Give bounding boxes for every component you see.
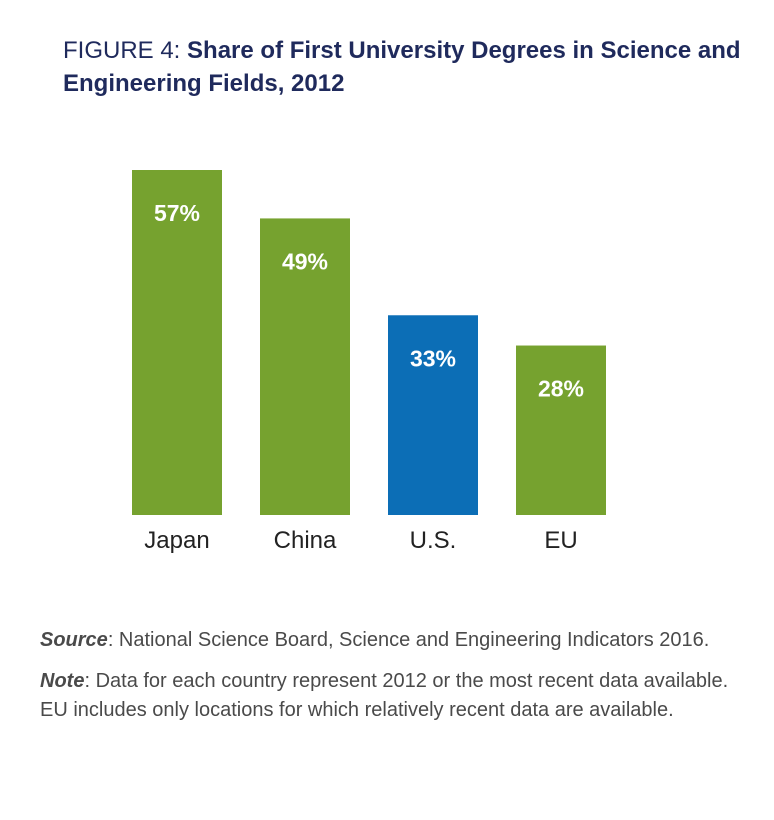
- note-lead: Note: [40, 670, 85, 692]
- bar-eu: [516, 345, 606, 515]
- category-label-china: China: [274, 527, 337, 554]
- value-label-us: 33%: [410, 345, 456, 371]
- value-label-china: 49%: [282, 248, 328, 274]
- category-label-eu: EU: [544, 527, 577, 554]
- category-label-us: U.S.: [410, 527, 457, 554]
- figure-title: FIGURE 4: Share of First University Degr…: [63, 34, 743, 100]
- note-text: : Data for each country represent 2012 o…: [40, 670, 729, 721]
- value-label-eu: 28%: [538, 376, 584, 402]
- category-label-japan: Japan: [144, 527, 209, 554]
- source-lead: Source: [40, 629, 108, 651]
- bar-chart: 57% Japan 49% China 33% U.S. 28% EU: [132, 170, 606, 554]
- note: Note: Data for each country represent 20…: [40, 667, 740, 725]
- figure-heading: Share of First University Degrees in Sci…: [63, 37, 741, 97]
- value-label-japan: 57%: [154, 200, 200, 226]
- bar-japan: [132, 170, 222, 515]
- footnotes: Source: National Science Board, Science …: [40, 626, 740, 737]
- source-text: : National Science Board, Science and En…: [107, 629, 710, 651]
- bar-china: [260, 218, 350, 515]
- bar-us: [388, 315, 478, 515]
- figure-label: FIGURE 4:: [63, 37, 188, 64]
- source-note: Source: National Science Board, Science …: [40, 626, 740, 655]
